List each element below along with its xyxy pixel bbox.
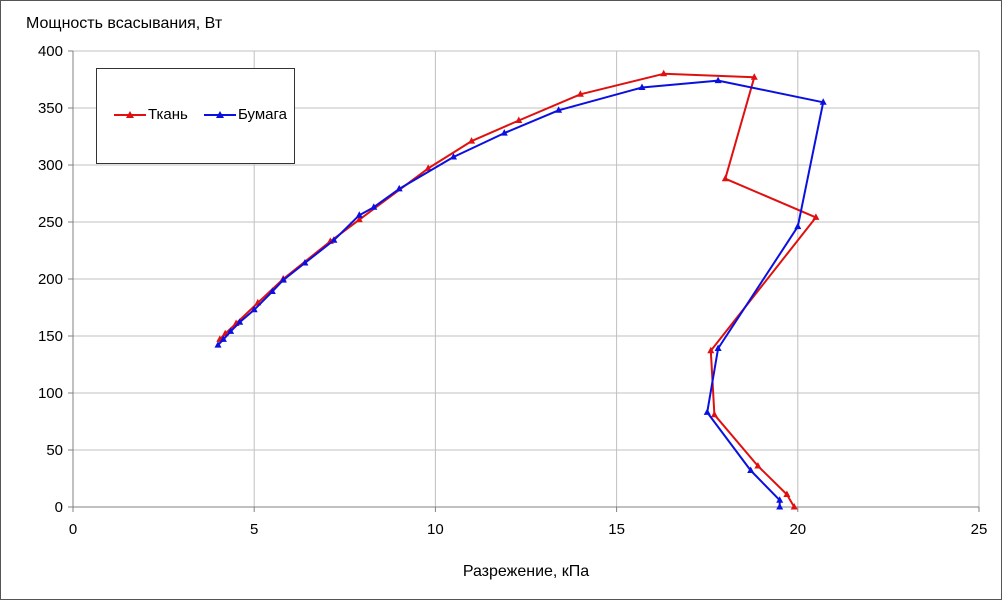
data-point-bumaga	[500, 129, 508, 136]
legend-item-bumaga: Бумага	[204, 106, 287, 123]
y-tick-label: 250	[38, 214, 63, 231]
data-point-tkan	[707, 346, 715, 354]
legend-label-bumaga: Бумага	[238, 106, 287, 123]
x-tick-label: 25	[971, 521, 988, 538]
tick-labels: 0 50 100 150 200 250 300 350 400 0 5 10 15 20 25	[38, 43, 987, 538]
y-axis-title: Мощность всасывания, Вт	[26, 15, 223, 32]
data-point-bumaga	[250, 305, 258, 313]
y-tick-label: 200	[38, 271, 63, 288]
data-point-tkan	[468, 137, 476, 144]
data-point-bumaga	[214, 341, 222, 348]
data-point-bumaga	[268, 287, 276, 294]
data-point-tkan	[812, 213, 820, 220]
data-point-bumaga	[714, 76, 722, 84]
data-point-bumaga	[794, 222, 802, 230]
data-point-bumaga	[555, 106, 563, 113]
legend-swatch-tkan	[114, 110, 146, 118]
data-point-tkan	[750, 73, 758, 80]
legend-swatch-bumaga	[204, 110, 236, 118]
legend-label-tkan: Ткань	[148, 106, 188, 123]
data-point-bumaga	[747, 466, 755, 473]
y-tick-label: 0	[55, 499, 63, 516]
series-layer	[214, 69, 827, 510]
x-tick-label: 15	[608, 521, 625, 538]
y-tick-label: 150	[38, 328, 63, 345]
data-point-bumaga	[819, 98, 827, 105]
data-point-tkan	[660, 69, 668, 77]
data-point-tkan	[783, 490, 791, 497]
data-point-tkan	[721, 174, 729, 182]
y-tick-label: 350	[38, 100, 63, 117]
data-point-tkan	[424, 164, 432, 171]
y-tick-label: 50	[46, 442, 63, 459]
y-tick-label: 300	[38, 157, 63, 174]
data-point-bumaga	[395, 184, 403, 192]
data-point-tkan	[515, 116, 523, 123]
data-point-bumaga	[227, 327, 235, 334]
data-point-bumaga	[370, 203, 378, 210]
data-point-bumaga	[714, 344, 722, 351]
data-point-bumaga	[330, 236, 338, 243]
data-point-bumaga	[301, 259, 309, 266]
y-tick-label: 100	[38, 385, 63, 402]
data-point-tkan	[790, 503, 798, 510]
data-point-bumaga	[703, 408, 711, 415]
data-point-bumaga	[638, 83, 646, 90]
data-point-tkan	[355, 215, 363, 223]
data-point-bumaga	[219, 335, 227, 342]
data-point-bumaga	[355, 211, 363, 218]
series-line-bumaga	[217, 79, 825, 507]
legend-item-tkan: Ткань	[114, 106, 188, 123]
series-line-tkan	[219, 72, 817, 508]
data-point-tkan	[710, 410, 718, 418]
x-tick-label: 20	[789, 521, 806, 538]
grid-lines	[73, 50, 980, 507]
x-tick-label: 10	[427, 521, 444, 538]
x-tick-label: 5	[250, 521, 258, 538]
legend: Ткань Бумага	[96, 68, 295, 164]
data-point-tkan	[576, 90, 584, 97]
data-point-bumaga	[776, 496, 784, 503]
data-point-bumaga	[279, 276, 287, 283]
axes	[68, 50, 980, 512]
x-axis-title: Разрежение, кПа	[462, 563, 590, 580]
data-point-tkan	[754, 462, 762, 469]
data-point-bumaga	[450, 153, 457, 160]
data-point-bumaga	[236, 318, 244, 325]
y-tick-label: 400	[38, 43, 63, 60]
x-tick-label: 0	[69, 521, 77, 538]
data-point-bumaga	[776, 503, 784, 510]
